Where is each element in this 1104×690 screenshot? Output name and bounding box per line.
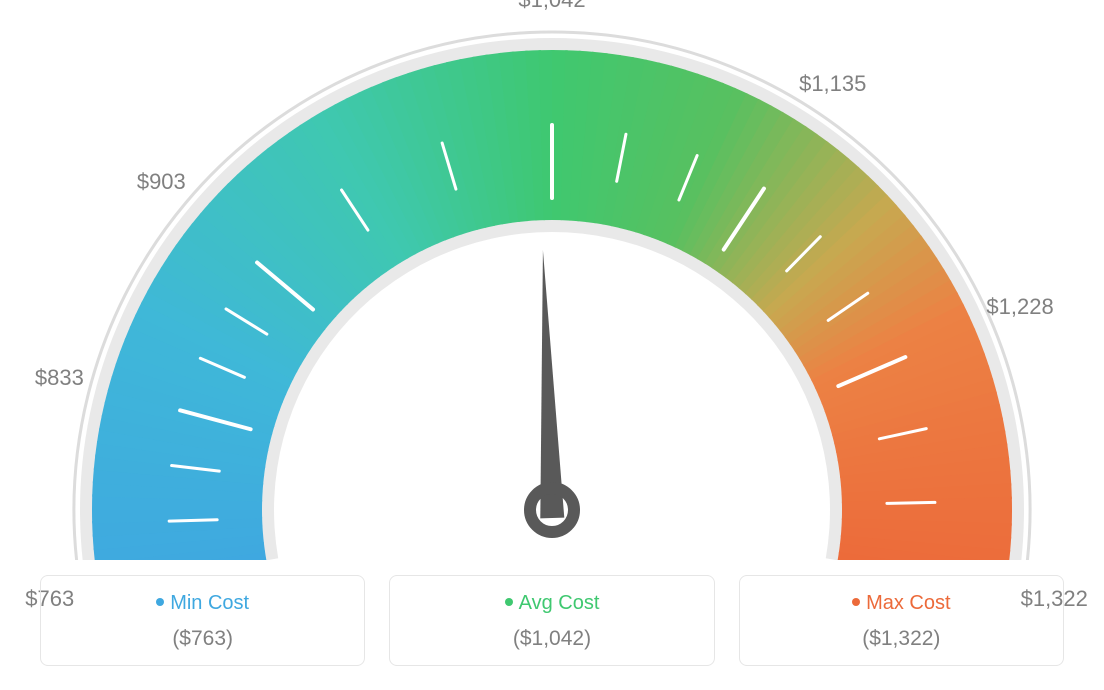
- gauge-tick: [887, 502, 935, 503]
- dot-max-icon: [852, 598, 860, 606]
- gauge-chart-container: $763$833$903$1,042$1,135$1,228$1,322 Min…: [0, 0, 1104, 690]
- gauge-tick-label: $1,228: [986, 294, 1053, 320]
- gauge-tick-label: $1,042: [518, 0, 585, 13]
- legend-title-min-text: Min Cost: [170, 592, 249, 614]
- gauge-tick: [169, 520, 217, 521]
- legend-title-max: Max Cost: [750, 592, 1053, 615]
- gauge-svg: [0, 0, 1104, 560]
- legend-title-min: Min Cost: [51, 592, 354, 615]
- dot-avg-icon: [505, 598, 513, 606]
- legend-card-avg: Avg Cost ($1,042): [389, 575, 714, 666]
- legend-value-max: ($1,322): [750, 627, 1053, 651]
- gauge-tick-label: $833: [35, 365, 84, 391]
- legend-value-min: ($763): [51, 627, 354, 651]
- gauge-area: $763$833$903$1,042$1,135$1,228$1,322: [0, 0, 1104, 560]
- legend-title-max-text: Max Cost: [866, 592, 950, 614]
- legend-card-min: Min Cost ($763): [40, 575, 365, 666]
- legend-title-avg-text: Avg Cost: [519, 592, 600, 614]
- legend-card-max: Max Cost ($1,322): [739, 575, 1064, 666]
- gauge-tick-label: $1,135: [799, 71, 866, 97]
- legend-row: Min Cost ($763) Avg Cost ($1,042) Max Co…: [40, 575, 1064, 666]
- gauge-needle: [540, 250, 564, 518]
- gauge-tick-label: $903: [137, 169, 186, 195]
- legend-title-avg: Avg Cost: [400, 592, 703, 615]
- dot-min-icon: [156, 598, 164, 606]
- legend-value-avg: ($1,042): [400, 627, 703, 651]
